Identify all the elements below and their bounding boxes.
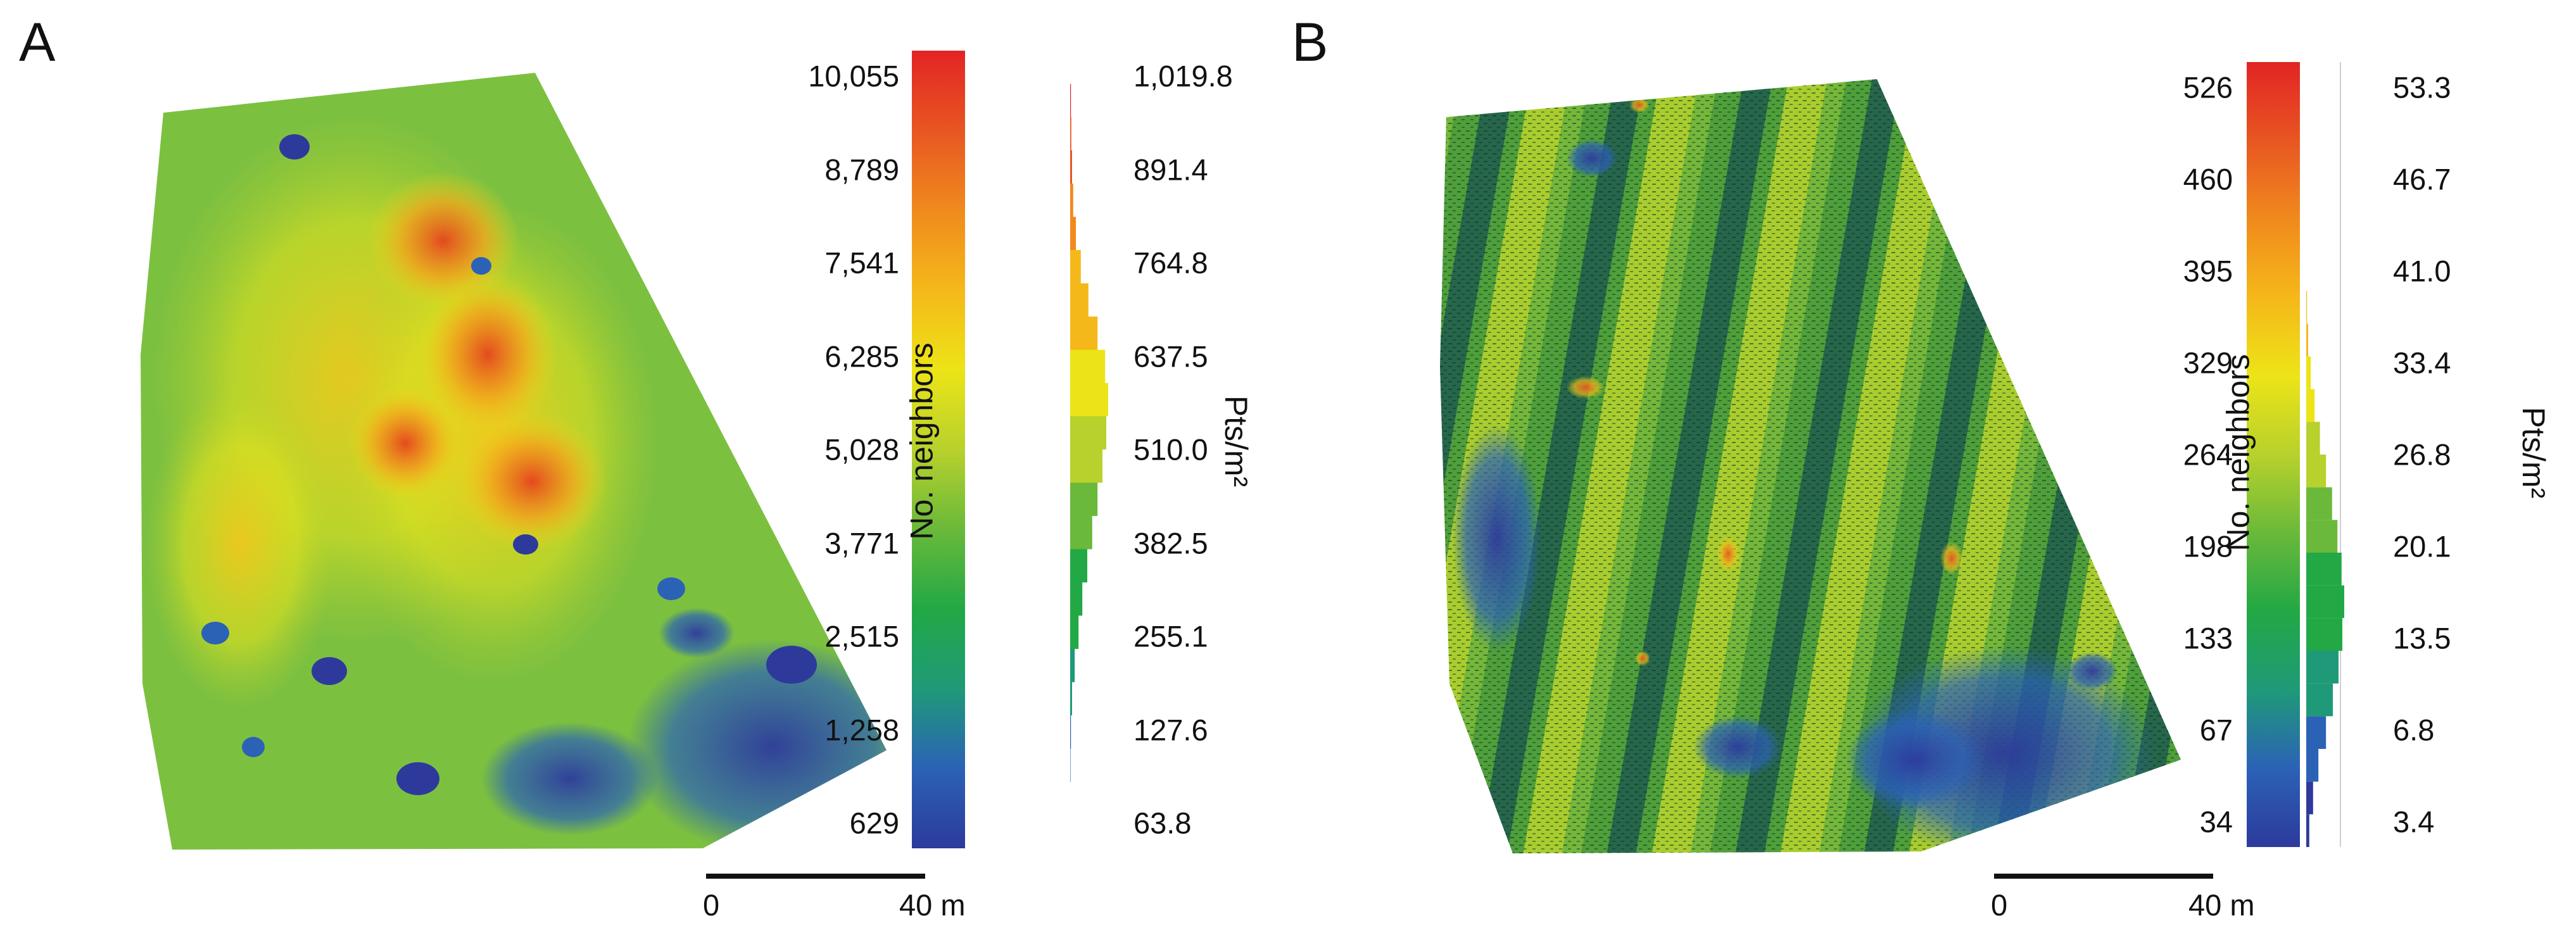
colorbar-ramp (912, 51, 965, 848)
panel-a: A (19, 12, 1254, 924)
colorbar-tick-left: 460 (2183, 162, 2233, 196)
histogram-bar (1070, 416, 1106, 449)
scale-bar: 0 40 m (703, 874, 966, 924)
colorbar-tick-right: 13.5 (2393, 621, 2451, 655)
colorbar-tick-left: 1,258 (824, 713, 899, 746)
axis-title-left: No. neighbors (904, 342, 940, 540)
histogram-bar (2306, 553, 2342, 586)
histogram-bar (1070, 184, 1073, 217)
histogram-bar (1070, 349, 1106, 383)
axis-title-right: Pts/m² (1218, 395, 1254, 487)
histogram-bar (2306, 749, 2319, 782)
colorbar-tick-left: 395 (2183, 254, 2233, 288)
histogram-bar (1070, 682, 1072, 715)
colorbar-tick-left: 198 (2183, 529, 2233, 563)
histogram-bar (1070, 317, 1098, 350)
colorbar-tick-left: 3,771 (824, 526, 899, 560)
colorbar-tick-right: 764.8 (1133, 246, 1208, 280)
histogram-bar (1070, 582, 1083, 616)
histogram-bar (2306, 455, 2327, 487)
scale-bar-end-label: 40 m (2188, 888, 2255, 922)
colorbar-tick-right: 637.5 (1133, 339, 1208, 373)
colorbar-tick-left: 264 (2183, 437, 2233, 472)
scale-bar-start-label: 0 (703, 888, 720, 922)
scale-bar-line (706, 874, 925, 879)
colorbar-tick-right: 255.1 (1133, 619, 1208, 653)
colorbar-ramp (2247, 62, 2341, 847)
scale-bar-line (1994, 874, 2213, 879)
histogram-bar (1070, 549, 1087, 582)
histogram-bar (1070, 482, 1098, 516)
histogram-bar (1070, 150, 1072, 184)
colorbar-tick-left: 133 (2183, 621, 2233, 655)
panel-label: B (1292, 12, 1329, 73)
scale-bar-start-label: 0 (1991, 888, 2008, 922)
panel-b: B (1288, 0, 2576, 942)
colorbar-tick-left: 6,285 (824, 339, 899, 373)
histogram-bar (1070, 748, 1071, 782)
histogram-bar (1070, 615, 1079, 649)
panel-label: A (19, 12, 56, 73)
histogram-bar (1070, 117, 1071, 151)
scale-bar: 0 40 m (1991, 874, 2255, 924)
histogram-bar (1070, 516, 1092, 550)
histogram-bar (2306, 389, 2315, 422)
colorbar-tick-right: 891.4 (1133, 153, 1208, 186)
histogram-bar (1070, 449, 1102, 483)
colorbar-tick-left: 629 (849, 806, 899, 840)
colorbar-tick-left: 7,541 (824, 246, 899, 280)
histogram-bar (1070, 84, 1071, 117)
colorbar-tick-right: 382.5 (1133, 526, 1208, 560)
histogram-bar (2306, 651, 2339, 684)
scale-bar-end-label: 40 m (899, 888, 966, 922)
colorbar (2200, 62, 2352, 847)
colorbar-tick-right: 46.7 (2393, 162, 2451, 196)
histogram-bar (2306, 814, 2309, 847)
colorbar-tick-right: 1,019.8 (1133, 59, 1233, 93)
colorbar (912, 51, 1108, 848)
colorbar-tick-left: 2,515 (824, 619, 899, 653)
colorbar-tick-left: 10,055 (808, 59, 899, 93)
colorbar-tick-right: 33.4 (2393, 346, 2451, 380)
histogram-bar (2306, 422, 2320, 455)
colorbar-tick-right: 6.8 (2393, 713, 2435, 747)
histogram-bar (2306, 683, 2333, 717)
colorbar-tick-right: 510.0 (1133, 432, 1208, 467)
colorbar-tick-right: 3.4 (2393, 805, 2435, 839)
histogram-bar (2306, 487, 2332, 520)
colorbar-tick-right: 26.8 (2393, 437, 2451, 472)
colorbar-tick-left: 526 (2183, 70, 2233, 104)
colorbar-tick-right: 53.3 (2393, 70, 2451, 104)
colorbar-tick-left: 34 (2199, 805, 2233, 839)
histogram-bar (1070, 715, 1071, 749)
histogram-bar (2306, 356, 2311, 389)
colorbar-tick-right: 41.0 (2393, 254, 2451, 288)
colorbar-tick-right: 20.1 (2393, 529, 2451, 563)
histogram-bar (2306, 716, 2327, 749)
axis-title-right: Pts/m² (2516, 406, 2552, 499)
histogram-bar (2306, 520, 2338, 553)
density-map (141, 73, 887, 850)
histogram-bar (1070, 250, 1081, 284)
density-map (1440, 79, 2181, 853)
colorbar-tick-left: 5,028 (824, 432, 899, 467)
colorbar-tick-right: 127.6 (1133, 713, 1208, 746)
histogram-bar (1070, 649, 1075, 682)
histogram (2306, 291, 2344, 847)
colorbar-tick-left: 8,789 (824, 153, 899, 186)
histogram-bar (1070, 383, 1108, 417)
histogram-bar (2306, 323, 2308, 356)
colorbar-tick-left: 67 (2199, 713, 2233, 747)
histogram-bar (2306, 781, 2313, 815)
colorbar-tick-right: 63.8 (1133, 806, 1192, 840)
histogram-bar (1070, 283, 1089, 317)
histogram-bar (2306, 585, 2344, 619)
histogram (1070, 84, 1108, 782)
histogram-bar (2306, 618, 2342, 651)
colorbar-tick-left: 329 (2183, 346, 2233, 380)
histogram-bar (2306, 291, 2308, 324)
histogram-bar (1070, 217, 1076, 250)
